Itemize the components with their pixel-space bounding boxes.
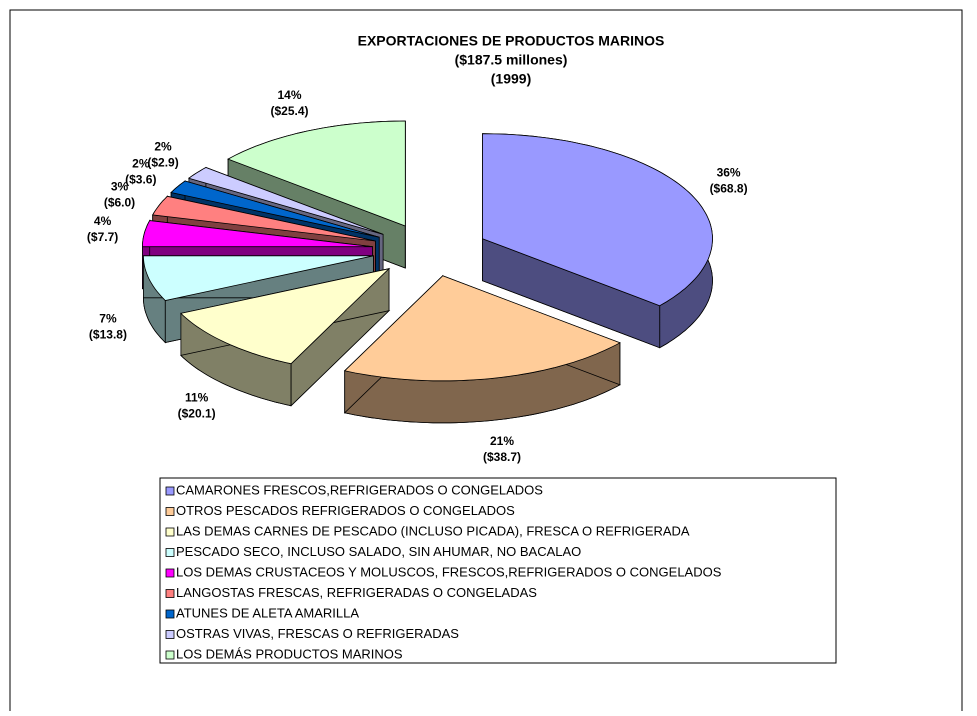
slice-top [142, 220, 373, 248]
legend-label: LANGOSTAS FRESCAS, REFRIGERADAS O CONGEL… [176, 585, 537, 600]
data-label: 14% [277, 88, 301, 102]
data-label: ($68.8) [710, 181, 748, 195]
legend-label: LOS DEMAS CRUSTACEOS Y MOLUSCOS, FRESCOS… [176, 564, 722, 579]
data-label: 7% [99, 311, 117, 325]
legend-label: OSTRAS VIVAS, FRESCAS O REFRIGERADAS [176, 626, 459, 641]
data-label: ($38.7) [483, 450, 521, 464]
legend-label: ATUNES DE ALETA AMARILLA [176, 605, 359, 620]
data-label: ($25.4) [270, 104, 308, 118]
legend-swatch [165, 630, 175, 639]
data-label: 11% [185, 390, 209, 404]
data-label: 4% [94, 214, 112, 228]
data-label: 21% [490, 434, 514, 448]
data-label: ($13.8) [89, 327, 127, 341]
data-label: 2% [132, 156, 150, 170]
slice [180, 267, 391, 407]
slice-top [142, 255, 374, 301]
slice-top [227, 120, 406, 227]
slice [482, 133, 713, 349]
data-label: ($6.0) [104, 195, 135, 209]
data-label: 2% [154, 139, 172, 153]
chart-frame [9, 9, 963, 711]
legend [159, 477, 837, 664]
data-label: ($2.9) [147, 155, 178, 169]
slice [343, 274, 621, 424]
slice-top [188, 167, 384, 235]
data-label: 3% [111, 179, 129, 193]
slice-top [343, 275, 621, 382]
slice-top [170, 180, 380, 238]
slice-top [180, 268, 391, 365]
data-label: ($3.6) [125, 172, 156, 186]
legend-label: LAS DEMAS CARNES DE PESCADO (INCLUSO PIC… [176, 523, 690, 538]
data-label: ($20.1) [178, 406, 216, 420]
legend-swatch [165, 507, 175, 516]
slice-top [482, 133, 713, 307]
chart-subtitle: (1999) [491, 71, 531, 87]
data-label: ($7.7) [87, 230, 118, 244]
legend-swatch [165, 548, 175, 557]
chart-subtitle: ($187.5 millones) [455, 52, 568, 68]
slice-top [152, 195, 376, 242]
legend-swatch [165, 486, 175, 496]
data-label: 36% [717, 165, 741, 179]
legend-swatch [165, 568, 175, 578]
legend-swatch [165, 609, 175, 619]
legend-swatch [165, 589, 175, 598]
chart-title: EXPORTACIONES DE PRODUCTOS MARINOS [358, 33, 665, 49]
legend-label: LOS DEMÁS PRODUCTOS MARINOS [176, 646, 403, 661]
legend-label: OTROS PESCADOS REFRIGERADOS O CONGELADOS [176, 503, 515, 518]
legend-swatch [165, 650, 175, 660]
legend-label: PESCADO SECO, INCLUSO SALADO, SIN AHUMAR… [176, 544, 581, 559]
legend-swatch [165, 527, 175, 537]
legend-label: CAMARONES FRESCOS,REFRIGERADOS O CONGELA… [176, 482, 543, 497]
